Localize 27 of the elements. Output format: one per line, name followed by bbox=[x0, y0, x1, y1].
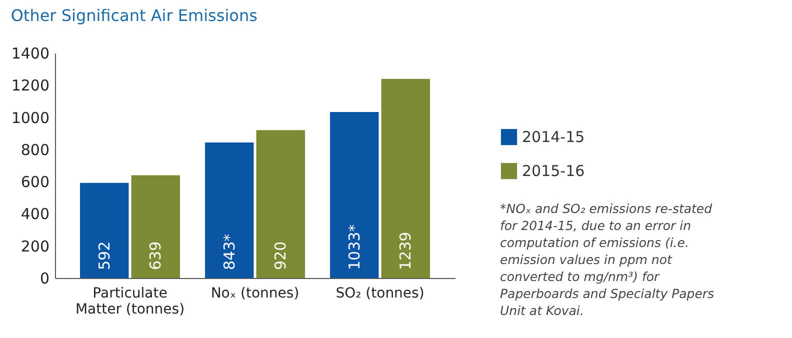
data-label: 1239 bbox=[396, 232, 415, 270]
y-tick-label: 600 bbox=[20, 173, 50, 192]
bar bbox=[131, 175, 180, 278]
bar bbox=[80, 182, 129, 278]
data-label: 639 bbox=[146, 241, 165, 270]
chart-title: Other Significant Air Emissions bbox=[10, 6, 258, 25]
y-tick-label: 800 bbox=[20, 140, 50, 159]
y-tick-label: 0 bbox=[40, 270, 50, 288]
bar bbox=[205, 142, 254, 278]
y-tick-label: 1000 bbox=[11, 108, 50, 127]
text: *NOₓ and SO₂ emissions re-stated for 2014-15, due to an error in computation of emissions (i.e. emission values in ppm not converted to mg/nm³) for Paperboards and Specialty Papers Unit at Kovai. bbox=[500, 201, 715, 318]
bar bbox=[381, 78, 430, 278]
bar bbox=[330, 112, 379, 278]
x-tick-label: Noₓ (tonnes) bbox=[210, 286, 300, 302]
data-label: 843* bbox=[220, 233, 238, 270]
data-label: 592 bbox=[95, 241, 114, 270]
x-tick-label: SO₂ (tonnes) bbox=[336, 286, 424, 302]
y-tick-label: 400 bbox=[20, 205, 50, 224]
y-tick-label: 200 bbox=[20, 237, 50, 256]
x-tick-label: Particulate Matter (tonnes) bbox=[75, 286, 185, 318]
y-tick-label: 1200 bbox=[11, 76, 50, 95]
data-label: 920 bbox=[272, 241, 290, 270]
legend-label: 2015-16 bbox=[522, 162, 585, 180]
bar bbox=[256, 130, 305, 278]
legend-label: 2014-15 bbox=[522, 128, 585, 146]
data-label: 1033* bbox=[345, 224, 364, 270]
y-tick-label: 1400 bbox=[11, 44, 50, 62]
